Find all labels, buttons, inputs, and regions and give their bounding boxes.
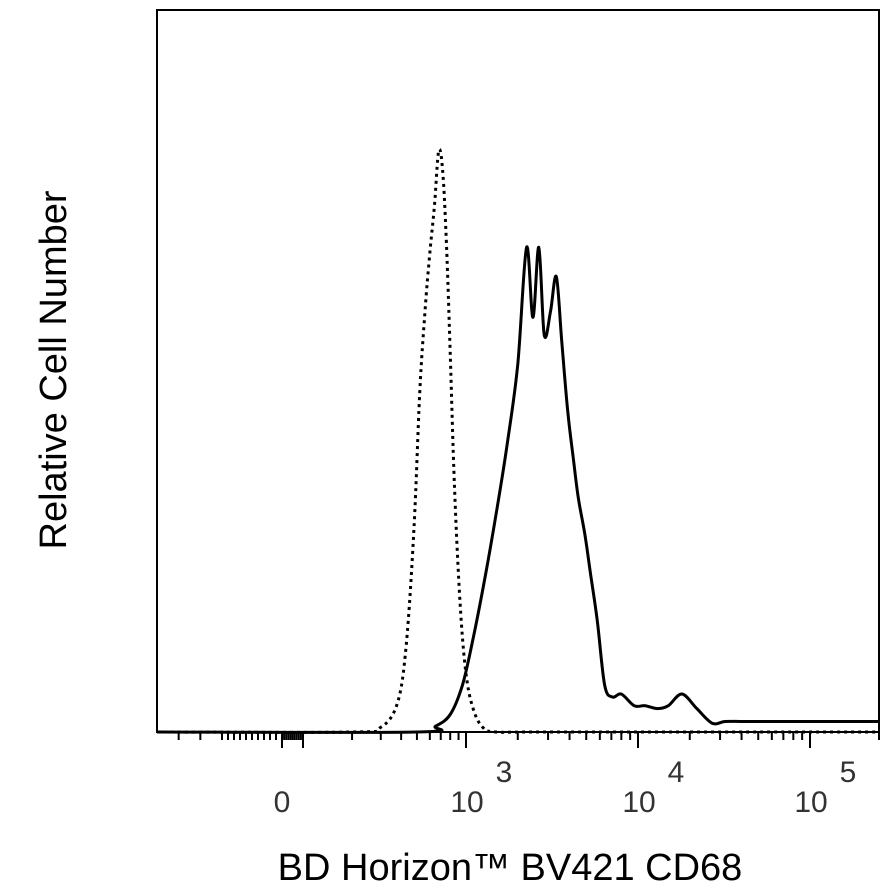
x-tick-label: 10 [622,786,655,819]
series-solid-curve [156,245,879,734]
x-tick-exponent: 4 [668,756,685,789]
x-axis-ticks [177,732,880,748]
x-axis-tick-labels: 0 10 3 10 4 10 5 [274,756,857,819]
series-dotted-curve [156,147,879,734]
x-tick-exponent: 3 [496,756,513,789]
x-tick-label: 10 [794,786,827,819]
y-axis-title: Relative Cell Number [33,190,75,549]
x-axis-title: BD Horizon™ BV421 CD68 [278,847,743,889]
x-tick-exponent: 5 [840,756,857,789]
x-tick-label: 10 [450,786,483,819]
histogram-series [156,147,879,734]
x-tick-label: 0 [274,786,291,819]
